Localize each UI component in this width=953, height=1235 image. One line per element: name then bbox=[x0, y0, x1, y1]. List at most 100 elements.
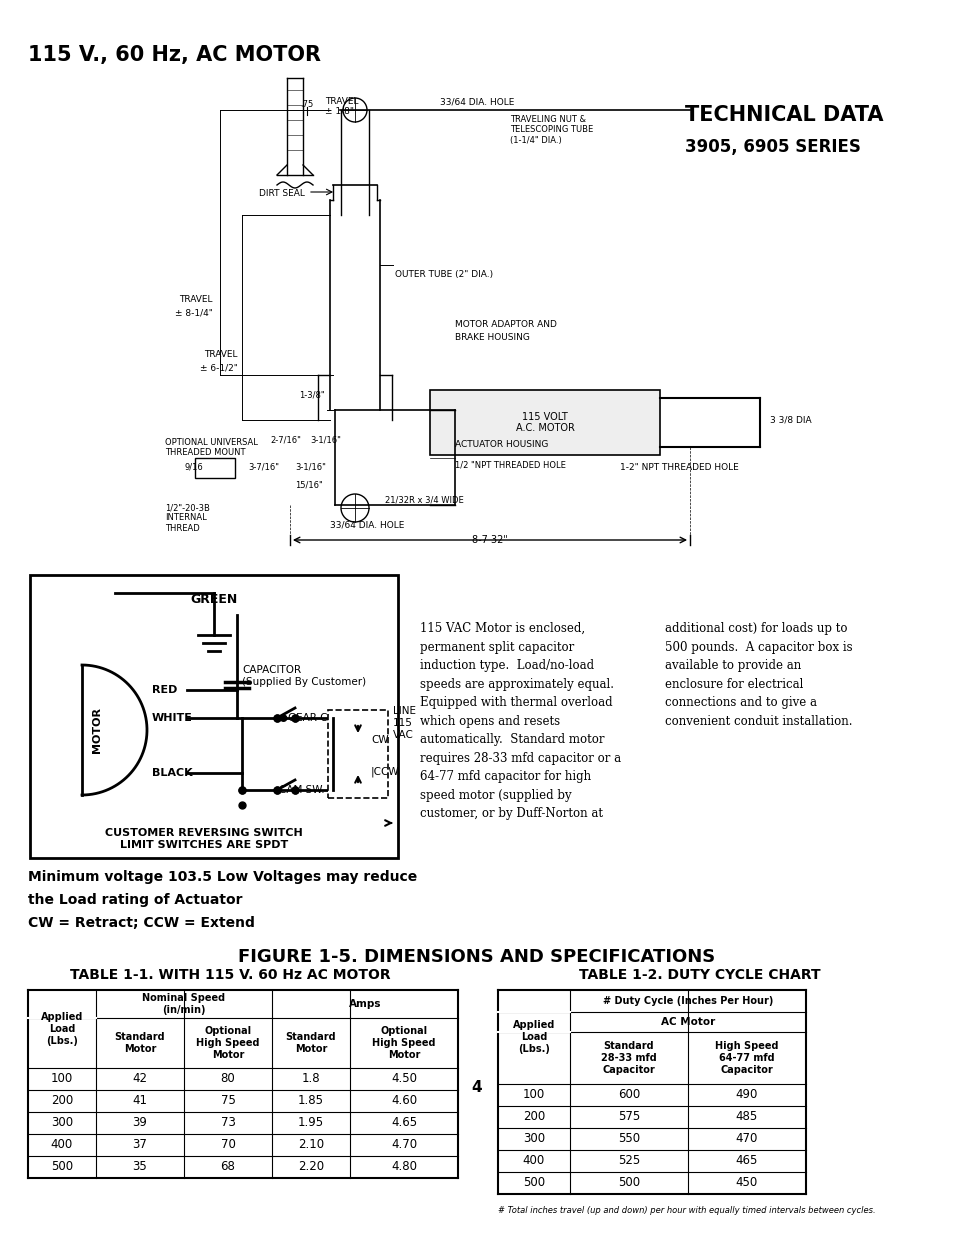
Text: CW: CW bbox=[371, 735, 388, 745]
Text: AC Motor: AC Motor bbox=[660, 1016, 715, 1028]
Text: 1/2 "NPT THREADED HOLE: 1/2 "NPT THREADED HOLE bbox=[455, 459, 565, 469]
Text: 600: 600 bbox=[618, 1088, 639, 1102]
Text: OPTIONAL UNIVERSAL
THREADED MOUNT: OPTIONAL UNIVERSAL THREADED MOUNT bbox=[165, 438, 257, 457]
Text: 400: 400 bbox=[522, 1155, 544, 1167]
Text: the Load rating of Actuator: the Load rating of Actuator bbox=[28, 893, 242, 906]
Text: 525: 525 bbox=[618, 1155, 639, 1167]
Text: 200: 200 bbox=[51, 1094, 73, 1108]
Text: additional cost) for loads up to
500 pounds.  A capacitor box is
available to pr: additional cost) for loads up to 500 pou… bbox=[664, 622, 852, 727]
Text: High Speed
64-77 mfd
Capacitor: High Speed 64-77 mfd Capacitor bbox=[715, 1041, 778, 1074]
Text: 33/64 DIA. HOLE: 33/64 DIA. HOLE bbox=[439, 98, 514, 106]
Text: 73: 73 bbox=[220, 1116, 235, 1130]
Bar bbox=[194, 458, 234, 478]
Text: DIRT SEAL: DIRT SEAL bbox=[259, 189, 305, 198]
Text: 500: 500 bbox=[51, 1161, 73, 1173]
Text: 1.8: 1.8 bbox=[301, 1072, 320, 1086]
Text: 42: 42 bbox=[132, 1072, 148, 1086]
Text: 3905, 6905 SERIES: 3905, 6905 SERIES bbox=[684, 138, 860, 156]
Text: 3-1/16": 3-1/16" bbox=[294, 462, 326, 471]
Text: 4.70: 4.70 bbox=[391, 1139, 416, 1151]
Text: 4: 4 bbox=[471, 1079, 482, 1095]
Text: 1.85: 1.85 bbox=[297, 1094, 324, 1108]
Text: 100: 100 bbox=[51, 1072, 73, 1086]
Text: 2.10: 2.10 bbox=[297, 1139, 324, 1151]
Text: Applied
Load
(Lbs.): Applied Load (Lbs.) bbox=[41, 1013, 83, 1046]
Text: 70: 70 bbox=[220, 1139, 235, 1151]
Text: 2.20: 2.20 bbox=[297, 1161, 324, 1173]
Text: TRAVEL: TRAVEL bbox=[179, 295, 213, 304]
Text: ± 1/8": ± 1/8" bbox=[325, 106, 354, 115]
Text: .75: .75 bbox=[300, 100, 314, 109]
Text: BRAKE HOUSING: BRAKE HOUSING bbox=[455, 333, 529, 342]
Text: Standard
Motor: Standard Motor bbox=[285, 1032, 336, 1053]
Text: TECHNICAL DATA: TECHNICAL DATA bbox=[684, 105, 882, 125]
Text: 500: 500 bbox=[618, 1177, 639, 1189]
Text: Minimum voltage 103.5 Low Voltages may reduce: Minimum voltage 103.5 Low Voltages may r… bbox=[28, 869, 416, 884]
Text: CAM SW.: CAM SW. bbox=[278, 785, 324, 795]
Text: 485: 485 bbox=[735, 1110, 758, 1124]
Text: 470: 470 bbox=[735, 1132, 758, 1146]
Text: 4.80: 4.80 bbox=[391, 1161, 416, 1173]
Text: 115 VAC Motor is enclosed,
permanent split capacitor
induction type.  Load/no-lo: 115 VAC Motor is enclosed, permanent spl… bbox=[419, 622, 620, 820]
Text: WHITE: WHITE bbox=[152, 713, 193, 722]
Text: ± 8-1/4": ± 8-1/4" bbox=[175, 308, 213, 317]
Text: 41: 41 bbox=[132, 1094, 148, 1108]
Text: CAPACITOR
(Supplied By Customer): CAPACITOR (Supplied By Customer) bbox=[242, 664, 366, 687]
Text: 9/16: 9/16 bbox=[185, 462, 204, 471]
Bar bbox=[328, 710, 388, 798]
Text: Optional
High Speed
Motor: Optional High Speed Motor bbox=[196, 1026, 259, 1060]
Text: BLACK: BLACK bbox=[152, 768, 193, 778]
Text: FIGURE 1-5. DIMENSIONS AND SPECIFICATIONS: FIGURE 1-5. DIMENSIONS AND SPECIFICATION… bbox=[238, 948, 715, 966]
Text: Amps: Amps bbox=[349, 999, 381, 1009]
Text: 500: 500 bbox=[522, 1177, 544, 1189]
Text: 200: 200 bbox=[522, 1110, 544, 1124]
Text: 300: 300 bbox=[522, 1132, 544, 1146]
Text: Optional
High Speed
Motor: Optional High Speed Motor bbox=[372, 1026, 436, 1060]
Text: 21/32R x 3/4 WIDE: 21/32R x 3/4 WIDE bbox=[385, 495, 463, 504]
Text: 450: 450 bbox=[735, 1177, 758, 1189]
Text: MOTOR: MOTOR bbox=[91, 706, 102, 753]
Text: Applied
Load
(Lbs.): Applied Load (Lbs.) bbox=[513, 1020, 555, 1053]
Text: # Duty Cycle (Inches Per Hour): # Duty Cycle (Inches Per Hour) bbox=[602, 995, 772, 1007]
Bar bbox=[30, 576, 397, 858]
Text: 4.50: 4.50 bbox=[391, 1072, 416, 1086]
Text: 115 VOLT
A.C. MOTOR: 115 VOLT A.C. MOTOR bbox=[515, 411, 574, 433]
Text: 75: 75 bbox=[220, 1094, 235, 1108]
Text: 575: 575 bbox=[618, 1110, 639, 1124]
Text: 8-7 32": 8-7 32" bbox=[472, 535, 507, 545]
Text: Standard
Motor: Standard Motor bbox=[114, 1032, 165, 1053]
Text: |CCW: |CCW bbox=[371, 767, 399, 777]
Text: TABLE 1-2. DUTY CYCLE CHART: TABLE 1-2. DUTY CYCLE CHART bbox=[578, 968, 820, 982]
Text: TRAVEL: TRAVEL bbox=[204, 350, 237, 359]
Text: 35: 35 bbox=[132, 1161, 147, 1173]
Text: 37: 37 bbox=[132, 1139, 148, 1151]
Text: 550: 550 bbox=[618, 1132, 639, 1146]
Text: LINE
115
VAC: LINE 115 VAC bbox=[393, 706, 416, 740]
Text: TABLE 1-1. WITH 115 V. 60 Hz AC MOTOR: TABLE 1-1. WITH 115 V. 60 Hz AC MOTOR bbox=[70, 968, 390, 982]
Text: RED: RED bbox=[152, 685, 177, 695]
Text: GREEN: GREEN bbox=[191, 593, 237, 606]
Text: 490: 490 bbox=[735, 1088, 758, 1102]
Text: ± 6-1/2": ± 6-1/2" bbox=[200, 363, 237, 372]
Text: 100: 100 bbox=[522, 1088, 544, 1102]
Text: 3-1/16": 3-1/16" bbox=[310, 435, 340, 445]
Text: 1/2"-20-3B
INTERNAL
THREAD: 1/2"-20-3B INTERNAL THREAD bbox=[165, 503, 210, 532]
Text: 2-7/16": 2-7/16" bbox=[270, 435, 300, 445]
Text: 115 V., 60 Hz, AC MOTOR: 115 V., 60 Hz, AC MOTOR bbox=[28, 44, 320, 65]
Text: # Total inches travel (up and down) per hour with equally timed intervals betwee: # Total inches travel (up and down) per … bbox=[497, 1207, 875, 1215]
Text: 300: 300 bbox=[51, 1116, 73, 1130]
Text: MOTOR ADAPTOR AND: MOTOR ADAPTOR AND bbox=[455, 320, 557, 329]
Text: 465: 465 bbox=[735, 1155, 758, 1167]
Text: ●GEAR CAM SW: ●GEAR CAM SW bbox=[278, 713, 363, 722]
Text: 3 3/8 DIA: 3 3/8 DIA bbox=[769, 415, 811, 425]
Text: 1-3/8": 1-3/8" bbox=[299, 390, 325, 399]
Text: 1.95: 1.95 bbox=[297, 1116, 324, 1130]
Text: CUSTOMER REVERSING SWITCH
LIMIT SWITCHES ARE SPDT: CUSTOMER REVERSING SWITCH LIMIT SWITCHES… bbox=[105, 827, 302, 850]
Text: 4.65: 4.65 bbox=[391, 1116, 416, 1130]
Text: 4.60: 4.60 bbox=[391, 1094, 416, 1108]
Bar bbox=[430, 390, 659, 454]
Text: Nominal Speed
(in/min): Nominal Speed (in/min) bbox=[142, 993, 225, 1015]
Text: TRAVELING NUT &
TELESCOPING TUBE
(1-1/4" DIA.): TRAVELING NUT & TELESCOPING TUBE (1-1/4"… bbox=[510, 115, 593, 144]
Text: ACTUATOR HOUSING: ACTUATOR HOUSING bbox=[455, 440, 548, 450]
Text: Standard
28-33 mfd
Capacitor: Standard 28-33 mfd Capacitor bbox=[600, 1041, 657, 1074]
